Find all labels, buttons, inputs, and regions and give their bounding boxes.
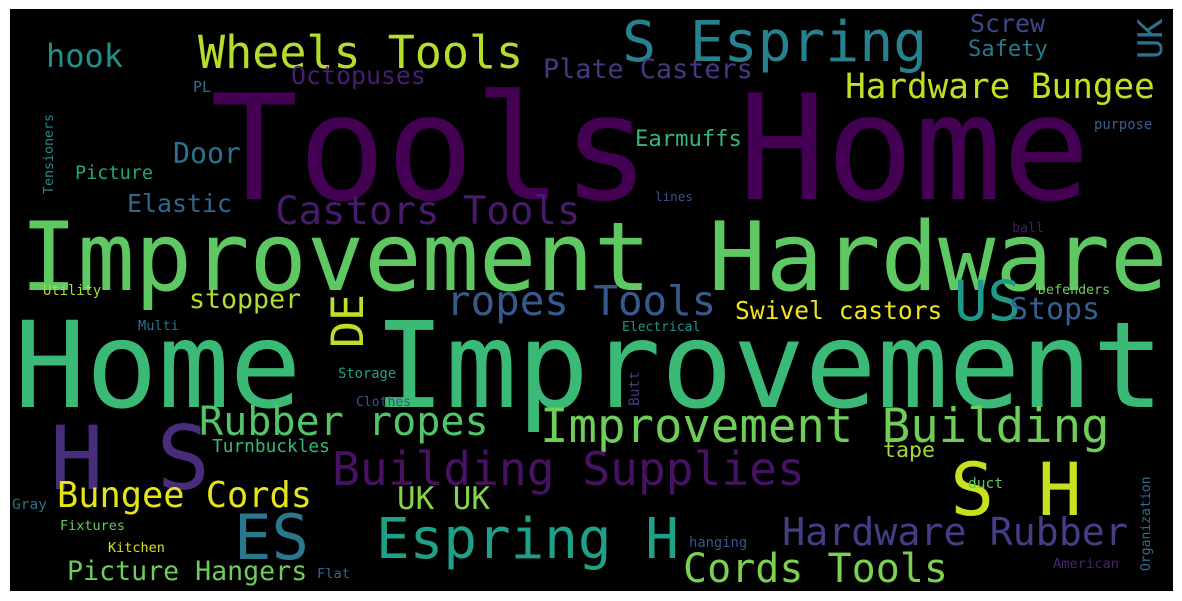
- word: Screw: [970, 9, 1045, 38]
- word: ES: [234, 500, 310, 574]
- word: PL: [193, 77, 211, 96]
- word: Bungee Cords: [57, 475, 313, 517]
- word: Defenders: [1038, 283, 1111, 299]
- word: ropes Tools: [446, 277, 717, 326]
- word: H S: [50, 406, 211, 510]
- word: Hardware Bungee: [845, 66, 1155, 107]
- word: hanging: [689, 535, 748, 552]
- word: Tensioners: [42, 113, 58, 194]
- word: Hardware Rubber: [782, 510, 1128, 556]
- word: Turnbuckles: [212, 436, 330, 458]
- word: Swivel castors: [735, 295, 943, 325]
- word: Picture: [75, 163, 153, 185]
- word: Octopuses: [291, 60, 426, 90]
- word: DE: [320, 294, 374, 348]
- word: Earmuffs: [635, 126, 742, 153]
- word: Improvement Hardware: [20, 203, 1168, 314]
- word: Kitchen: [108, 540, 165, 557]
- word: Espring H: [376, 507, 679, 573]
- word: ball: [1012, 221, 1045, 237]
- word: S Espring: [622, 10, 928, 76]
- word: Plate Casters: [543, 53, 753, 85]
- word: Electrical: [622, 319, 701, 335]
- word: Picture Hangers: [67, 555, 308, 587]
- word: tape: [883, 438, 936, 464]
- word: Improvement Building: [540, 398, 1110, 454]
- word: Cords Tools: [683, 546, 948, 591]
- word: lines: [655, 188, 693, 204]
- word: Tools Home: [210, 63, 1091, 234]
- word: UK: [1131, 18, 1171, 60]
- word: purpose: [1094, 117, 1153, 134]
- word: Home Improvement: [14, 297, 1165, 437]
- word: S H: [950, 448, 1082, 534]
- word: Multi: [138, 318, 179, 335]
- word: Organization: [1139, 476, 1155, 571]
- word: Door: [173, 136, 241, 170]
- word: Rubber ropes: [199, 399, 489, 446]
- word: Castors Tools: [275, 189, 581, 234]
- word: Gray: [12, 496, 47, 513]
- word: Safety: [968, 35, 1048, 62]
- word: US: [954, 269, 1021, 335]
- word: Wheels Tools: [198, 25, 524, 79]
- word-cloud: Tools Home Improvement Hardware Home Imp…: [10, 9, 1173, 591]
- word: hook: [46, 37, 124, 75]
- word: American: [1053, 556, 1119, 573]
- word: UK UK: [397, 480, 491, 517]
- word: Stops: [1010, 292, 1101, 328]
- word: Storage: [338, 366, 397, 383]
- word: Elastic: [127, 188, 232, 218]
- word: duct: [968, 475, 1003, 492]
- word: Building Supplies: [332, 442, 805, 497]
- word: Flat: [317, 566, 350, 583]
- word: Fixtures: [60, 518, 126, 535]
- word: Clothes: [356, 395, 412, 411]
- word: stopper: [189, 283, 302, 315]
- word: Utility: [43, 283, 102, 300]
- word: Butt: [626, 371, 643, 406]
